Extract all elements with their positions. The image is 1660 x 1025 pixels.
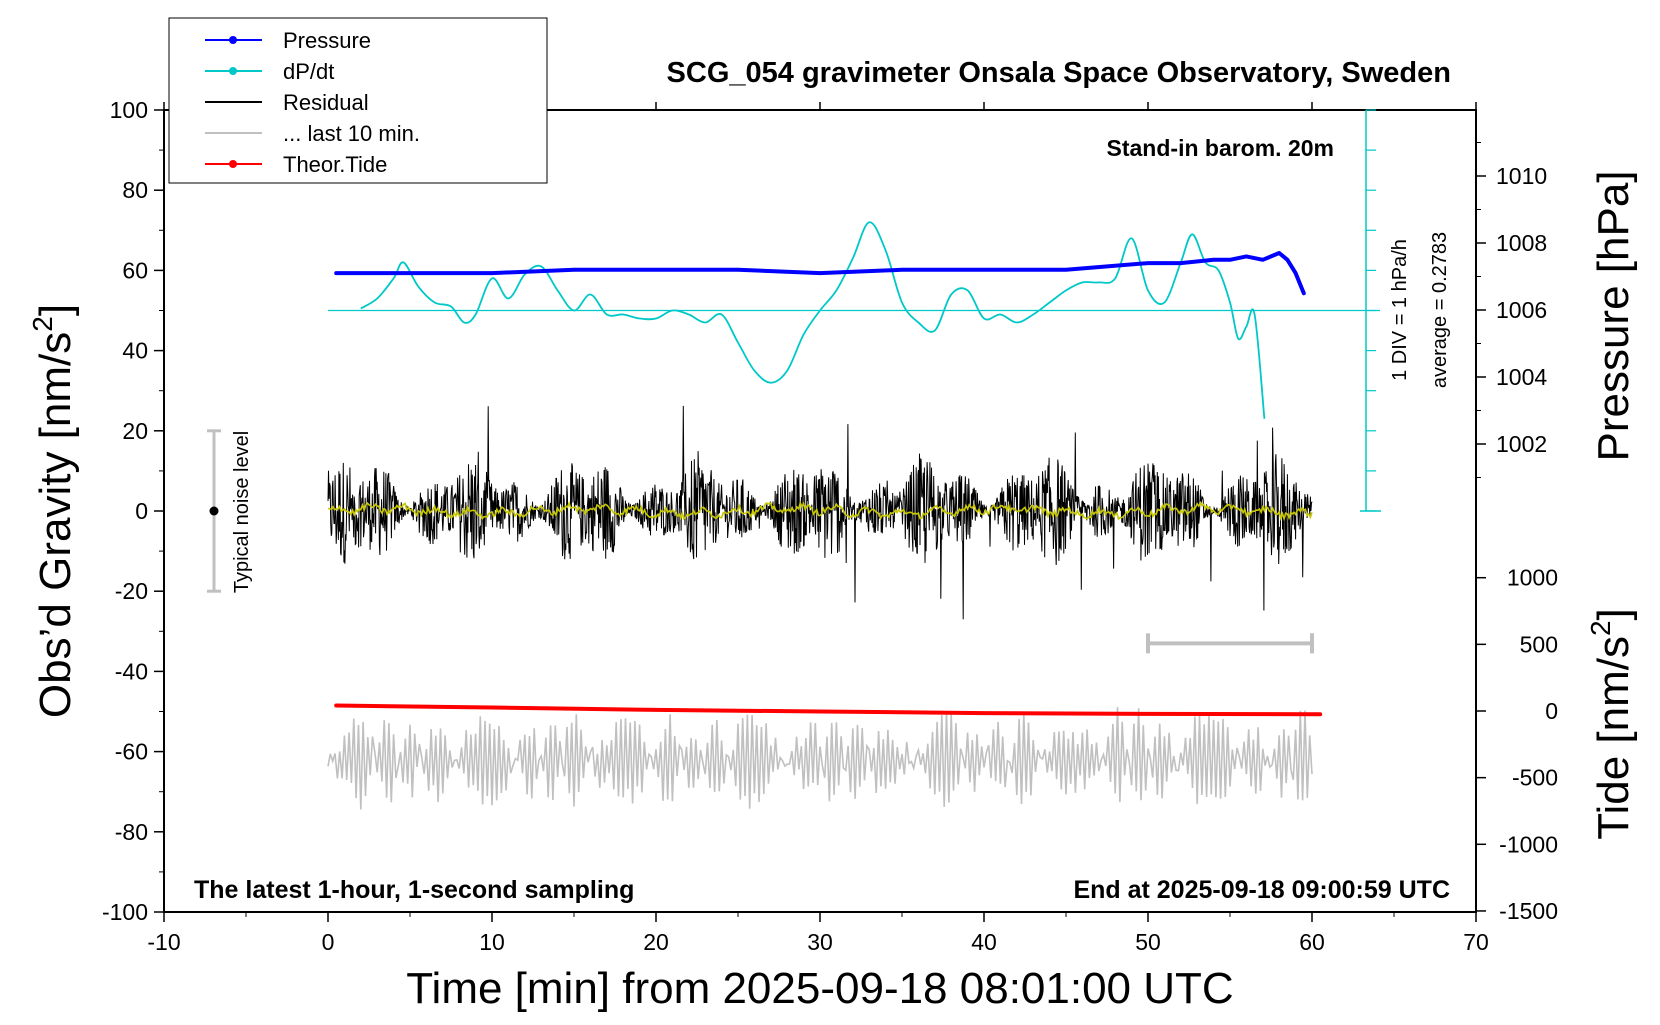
legend-swatch-marker <box>229 67 237 75</box>
pressure-tick-label: 1006 <box>1496 297 1547 323</box>
pressure-series-line <box>334 251 1306 296</box>
chart-marks <box>207 109 1381 810</box>
y-tick-label: 40 <box>122 338 148 364</box>
legend-swatch-marker <box>229 36 237 44</box>
legend-label: dP/dt <box>283 59 334 84</box>
x-tick-label: 40 <box>971 929 997 955</box>
legend-swatch-marker <box>229 160 237 168</box>
y-tick-label: 20 <box>122 418 148 444</box>
x-tick-label: 0 <box>322 929 335 955</box>
legend-label: Pressure <box>283 28 371 53</box>
legend-label: Theor.Tide <box>283 152 387 177</box>
y-tick-label: -20 <box>115 578 148 604</box>
dpdt-average-note: average = 0.2783 <box>1429 232 1451 388</box>
y-axis-title-tide: Tide [nm/s2] <box>1585 608 1638 840</box>
legend: Pressure dP/dt Residual ... last 10 min. The… <box>168 17 548 184</box>
y-tick-label: -40 <box>115 658 148 684</box>
pressure-tick-label: 1004 <box>1496 364 1547 390</box>
y-tick-label: 100 <box>110 97 148 123</box>
legend-label: ... last 10 min. <box>283 121 420 146</box>
end-time-note: End at 2025-09-18 09:00:59 UTC <box>1073 876 1450 904</box>
tide-tick-label: -500 <box>1512 765 1558 791</box>
tide-tick-label: 1000 <box>1507 565 1558 591</box>
legend-label: Residual <box>283 90 369 115</box>
tick-group: -10 0 10 20 30 40 50 60 70100806040200-20-40-60-… <box>102 97 1558 955</box>
y-tick-label: -80 <box>115 819 148 845</box>
x-tick-label: -10 <box>147 929 180 955</box>
x-tick-label: 50 <box>1135 929 1161 955</box>
tide-series-line <box>334 703 1323 717</box>
dpdt-series-line <box>360 221 1266 419</box>
pressure-tick-label: 1002 <box>1496 431 1547 457</box>
latest-note: The latest 1-hour, 1-second sampling <box>194 876 634 904</box>
last-10-min-series-line <box>327 707 1313 810</box>
tide-tick-label: 0 <box>1545 698 1558 724</box>
x-axis-title: Time [min] from 2025-09-18 08:01:00 UTC <box>406 964 1233 1013</box>
x-tick-label: 10 <box>479 929 505 955</box>
x-tick-label: 30 <box>807 929 833 955</box>
x-tick-label: 70 <box>1463 929 1489 955</box>
noise-bar-dot <box>209 506 219 516</box>
dpdt-scale-note: 1 DIV = 1 hPa/h <box>1389 239 1411 381</box>
y-tick-label: 60 <box>122 257 148 283</box>
y-axis-title-pressure: Pressure [hPa] <box>1589 170 1638 461</box>
chart-title: SCG_054 gravimeter Onsala Space Observat… <box>667 57 1451 89</box>
tide-tick-label: 500 <box>1520 631 1558 657</box>
residual-smoothed-line <box>327 500 1313 522</box>
tide-tick-label: -1500 <box>1499 898 1558 924</box>
y-axis-title-left: Obs’d Gravity [nm/s2] <box>27 304 80 718</box>
y-tick-label: 80 <box>122 177 148 203</box>
y-tick-label: -60 <box>115 739 148 765</box>
x-tick-label: 20 <box>643 929 669 955</box>
x-tick-label: 60 <box>1299 929 1325 955</box>
legend-box <box>168 17 548 184</box>
y-tick-label: -100 <box>102 899 148 925</box>
noise-note: Typical noise level <box>231 431 253 593</box>
barometer-note: Stand-in barom. 20m <box>1107 135 1334 161</box>
y-tick-label: 0 <box>135 498 148 524</box>
pressure-tick-label: 1008 <box>1496 230 1547 256</box>
pressure-tick-label: 1010 <box>1496 163 1547 189</box>
tide-tick-label: -1000 <box>1499 831 1558 857</box>
